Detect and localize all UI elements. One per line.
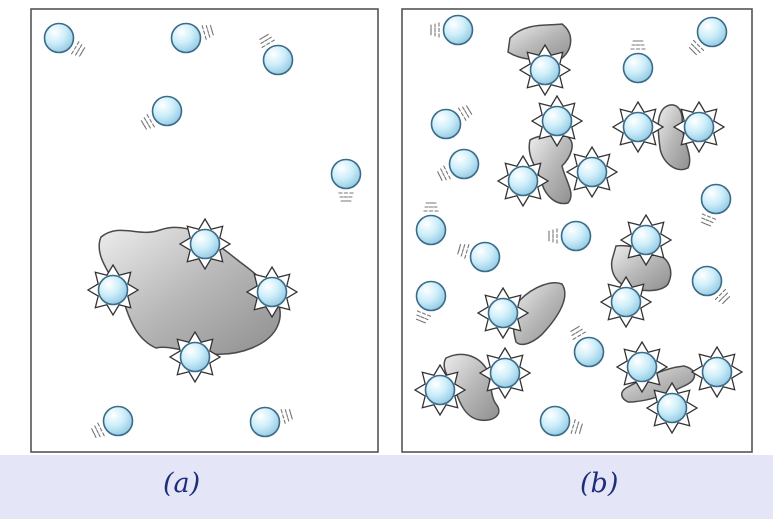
panel-b-adsorbed-particle — [413, 363, 467, 417]
panel-a-free-particle — [249, 406, 293, 438]
panel-b-adsorbed-particle — [478, 346, 532, 400]
panel-a-adsorbed-particle — [86, 263, 140, 317]
blob-b1 — [507, 23, 572, 61]
panel-b-free-particle — [688, 16, 728, 56]
panel-a-adsorbed-particle — [245, 265, 299, 319]
panel-b-free-particle — [430, 14, 474, 46]
panel-b-free-particle — [548, 220, 592, 252]
panel-b-free-particle — [570, 325, 605, 368]
panel-a-adsorbed-particle — [178, 217, 232, 271]
panel-b-adsorbed-particle — [476, 286, 530, 340]
panel-b-caption: (b) — [580, 468, 619, 499]
panel-b-free-particle — [700, 183, 732, 227]
panel-b-adsorbed-particle — [672, 100, 726, 154]
panel-a-adsorbed-particle — [168, 330, 222, 384]
panel-b-free-particle — [691, 265, 731, 305]
panel-a-free-particle — [91, 405, 134, 439]
panel-a-free-particle — [330, 158, 362, 202]
panel-b-adsorbed-particle — [565, 145, 619, 199]
panel-b-adsorbed-particle — [619, 213, 673, 267]
panel-b-adsorbed-particle — [615, 340, 669, 394]
panel-b-free-particle — [415, 280, 447, 324]
diagram-svg — [30, 8, 753, 453]
panel-a-caption: (a) — [163, 468, 201, 499]
panel-a-free-particle — [140, 95, 183, 130]
panel-b-free-particle — [622, 40, 654, 84]
panel-a-free-particle — [170, 22, 214, 54]
panel-b-adsorbed-particle — [645, 381, 699, 435]
panel-b-adsorbed-particle — [496, 154, 550, 208]
panel-b-free-particle — [457, 241, 501, 273]
blob-large-surface — [98, 226, 281, 355]
panel-a-free-particle — [43, 22, 86, 57]
panel-b-adsorbed-particle — [690, 345, 744, 399]
panel-b-free-particle — [437, 148, 480, 182]
panel-b-adsorbed-particle — [518, 43, 572, 97]
panel-b-adsorbed-particle — [611, 100, 665, 154]
panel-b-adsorbed-particle — [530, 94, 584, 148]
diagram-stage — [0, 0, 773, 455]
panel-b-free-particle — [430, 105, 473, 140]
panel-b-free-particle — [539, 405, 583, 437]
panel-b-free-particle — [415, 202, 447, 246]
panel-a-free-particle — [259, 33, 294, 76]
panel-b-adsorbed-particle — [599, 275, 653, 329]
blob-b3 — [657, 104, 691, 171]
